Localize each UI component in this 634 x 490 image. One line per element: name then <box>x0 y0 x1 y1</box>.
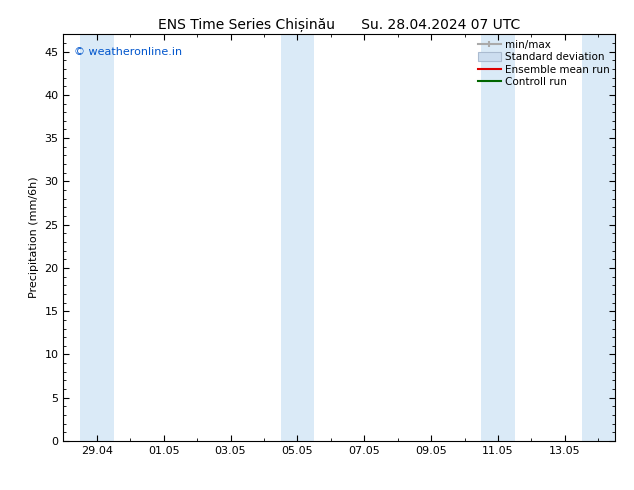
Bar <box>581 34 615 441</box>
Bar <box>281 34 314 441</box>
Bar <box>80 34 113 441</box>
Text: © weatheronline.in: © weatheronline.in <box>74 47 183 56</box>
Bar <box>481 34 515 441</box>
Legend: min/max, Standard deviation, Ensemble mean run, Controll run: min/max, Standard deviation, Ensemble me… <box>476 37 612 89</box>
Y-axis label: Precipitation (mm/6h): Precipitation (mm/6h) <box>29 177 39 298</box>
Title: ENS Time Series Chișinău      Su. 28.04.2024 07 UTC: ENS Time Series Chișinău Su. 28.04.2024 … <box>158 18 521 32</box>
